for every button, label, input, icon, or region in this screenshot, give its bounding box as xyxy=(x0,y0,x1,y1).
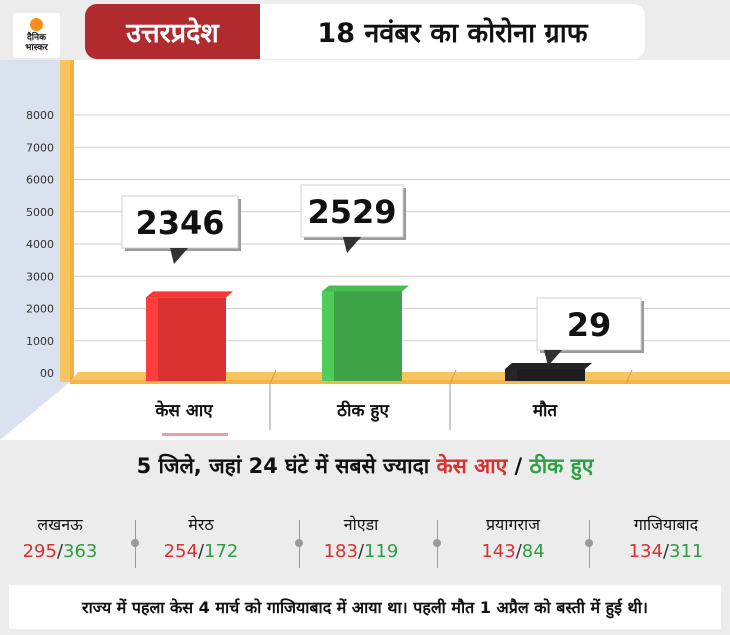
bar-highlight xyxy=(322,291,334,381)
bar xyxy=(505,369,585,381)
callout-box xyxy=(536,297,642,351)
data-label: 2529 xyxy=(307,193,396,231)
bar-top xyxy=(505,363,592,369)
heading-recovered-word: ठीक हुए xyxy=(529,454,594,478)
value-callouts: 2346 2529 29 xyxy=(121,184,644,366)
sun-icon xyxy=(30,18,43,31)
y-tick-label: 7000 xyxy=(26,141,54,154)
callout-pointer xyxy=(170,248,188,264)
bar-top xyxy=(322,285,409,292)
y-tick-labels: 00 1000 2000 3000 4000 5000 6000 7000 8000 xyxy=(26,109,54,380)
data-label: 29 xyxy=(567,306,612,344)
y-tick-label: 5000 xyxy=(26,206,54,219)
district-cases: 134 xyxy=(628,541,663,562)
divider-dot xyxy=(585,539,593,547)
category-label-cases: केस आए xyxy=(155,401,213,421)
district-values: 134/311 xyxy=(628,541,704,562)
district-name: मेरठ xyxy=(188,515,214,534)
y-tick-label: 6000 xyxy=(26,174,54,187)
district-name: लखनऊ xyxy=(37,515,83,534)
y-tick-label: 1000 xyxy=(26,335,54,348)
divider-dot xyxy=(131,539,139,547)
chart-floor xyxy=(0,382,730,440)
y-tick-label: 8000 xyxy=(26,109,54,122)
district-item: मेरठ 254/172 xyxy=(131,513,271,562)
district-name: प्रयागराज xyxy=(485,515,541,534)
district-item: नोएडा 183/119 xyxy=(291,513,431,562)
footer-note: राज्य में पहला केस 4 मार्च को गाजियाबाद … xyxy=(9,585,721,629)
district-item: लखनऊ 295/363 xyxy=(0,513,130,562)
divider-dot xyxy=(433,539,441,547)
chart-floor-strip xyxy=(70,380,730,384)
floor-divider-4 xyxy=(449,369,457,385)
district-values: 183/119 xyxy=(323,541,399,562)
district-values: 295/363 xyxy=(22,541,98,562)
district-recovered: 84 xyxy=(521,541,545,562)
category-label-deaths: मौत xyxy=(532,401,558,421)
district-values: 254/172 xyxy=(163,541,239,562)
callout-box xyxy=(121,195,239,249)
dainik-bhaskar-logo: दैनिक भास्कर xyxy=(13,13,60,58)
bar xyxy=(146,297,226,381)
district-recovered: 119 xyxy=(364,541,399,562)
callout-box xyxy=(300,184,404,238)
y-tick-label: 2000 xyxy=(26,303,54,316)
district-cases: 183 xyxy=(323,541,358,562)
y-tick-label: 00 xyxy=(40,367,54,380)
bar-highlight xyxy=(146,297,158,381)
logo-line2: भास्कर xyxy=(25,43,48,53)
logo-line1: दैनिक xyxy=(26,33,47,43)
bar-top xyxy=(146,291,233,298)
districts-heading: 5 जिले, जहां 24 घंटे में सबसे ज्यादा केस… xyxy=(0,452,730,480)
y-tick-label: 4000 xyxy=(26,238,54,251)
districts-heading-text: 5 जिले, जहां 24 घंटे में सबसे ज्यादा xyxy=(136,454,437,478)
district-cases: 254 xyxy=(163,541,198,562)
value-callout: 29 xyxy=(536,297,644,366)
bars xyxy=(146,285,592,381)
divider-dot xyxy=(295,539,303,547)
bar-highlight xyxy=(505,369,517,381)
bar xyxy=(322,291,402,381)
district-cases: 295 xyxy=(22,541,57,562)
chart-left-wall xyxy=(0,60,70,440)
floor-divider-5 xyxy=(625,369,633,385)
district-item: प्रयागराज 143/84 xyxy=(443,513,583,562)
page-title: 18 नवंबर का कोरोना ग्राफ xyxy=(260,4,645,59)
floor-accent xyxy=(162,433,228,436)
value-callout: 2529 xyxy=(300,184,406,253)
heading-separator: / xyxy=(507,454,530,478)
district-recovered: 363 xyxy=(63,541,98,562)
district-item: गाजियाबाद 134/311 xyxy=(596,513,730,562)
value-callout: 2346 xyxy=(121,195,241,264)
callout-pointer xyxy=(544,350,562,366)
district-recovered: 172 xyxy=(204,541,239,562)
y-tick-label: 3000 xyxy=(26,270,54,283)
floor-divider-3 xyxy=(269,369,277,385)
state-title: उत्तरप्रदेश xyxy=(85,4,260,59)
y-axis-post xyxy=(60,60,70,382)
heading-cases-word: केस आए xyxy=(436,454,508,478)
district-cases: 143 xyxy=(481,541,516,562)
district-name: गाजियाबाद xyxy=(633,515,699,534)
district-name: नोएडा xyxy=(343,515,379,534)
district-values: 143/84 xyxy=(481,541,545,562)
y-axis-post-shadow xyxy=(70,60,74,382)
data-label: 2346 xyxy=(135,204,224,242)
category-label-recovered: ठीक हुए xyxy=(337,401,389,421)
callout-pointer xyxy=(343,237,361,253)
district-recovered: 311 xyxy=(669,541,704,562)
